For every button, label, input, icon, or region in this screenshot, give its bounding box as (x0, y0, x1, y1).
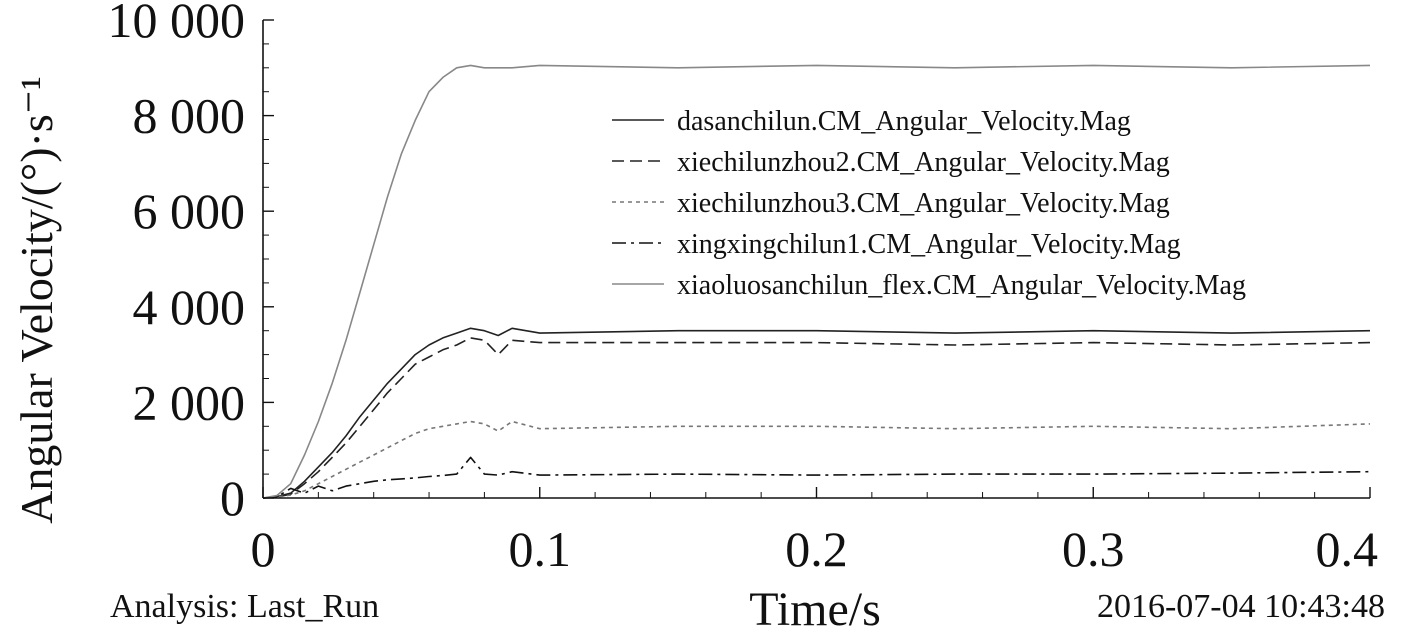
y-tick-label-4: 8 000 (133, 88, 246, 144)
series-line-2 (262, 420, 1371, 499)
y-tick-label-1: 2 000 (133, 374, 246, 430)
legend-label-3: xingxingchilun1.CM_Angular_Velocity.Mag (677, 229, 1181, 260)
y-tick-label-5: 10 000 (108, 0, 246, 48)
series-line-1 (262, 337, 1371, 499)
tick-labels-layer: 0 2 000 4 000 6 000 8 000 10 000 0 0.1 0.2 0.3 0.4 (108, 0, 1379, 577)
x-tick-label-2: 0.2 (785, 521, 848, 577)
series-line-0 (262, 327, 1371, 499)
legend: dasanchilun.CM_Angular_Velocity.Magxiech… (612, 106, 1246, 301)
x-tick-label-4: 0.4 (1316, 521, 1379, 577)
y-axis-label: Angular Velocity/(°)·s⁻¹ (11, 76, 62, 524)
ticks-layer (262, 19, 1371, 499)
legend-label-2: xiechilunzhou3.CM_Angular_Velocity.Mag (677, 188, 1170, 219)
series-line-4 (262, 64, 1371, 499)
y-tick-label-2: 4 000 (133, 279, 246, 335)
x-tick-label-3: 0.3 (1062, 521, 1125, 577)
series-layer (262, 64, 1371, 499)
series-line-3 (262, 456, 1371, 499)
x-axis-label: Time/s (749, 583, 881, 635)
timestamp-label: 2016-07-04 10:43:48 (1097, 588, 1385, 625)
x-tick-label-1: 0.1 (509, 521, 572, 577)
y-tick-label-0: 0 (220, 470, 245, 526)
legend-label-1: xiechilunzhou2.CM_Angular_Velocity.Mag (677, 147, 1170, 178)
legend-label-4: xiaoluosanchilun_flex.CM_Angular_Velocit… (677, 270, 1246, 301)
y-tick-label-3: 6 000 (133, 183, 246, 239)
legend-label-0: dasanchilun.CM_Angular_Velocity.Mag (677, 106, 1131, 137)
analysis-label: Analysis: Last_Run (110, 588, 379, 625)
x-tick-label-0: 0 (251, 521, 276, 577)
